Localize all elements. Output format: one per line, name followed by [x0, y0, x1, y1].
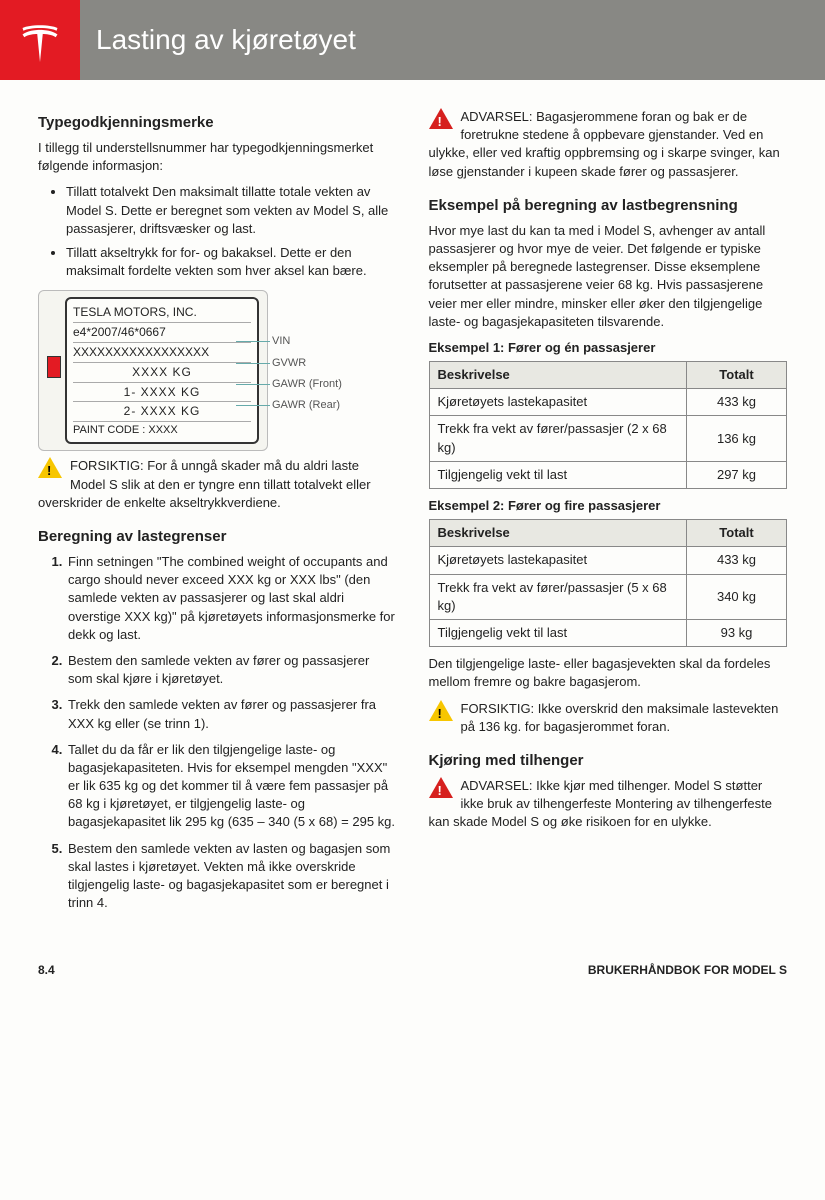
annot-gawr-front: GAWR (Front) — [272, 377, 342, 392]
page-number: 8.4 — [38, 962, 55, 979]
label-line-gawr-rear: 2- XXXX KG — [73, 402, 251, 422]
label-tesla-tag-icon — [47, 356, 61, 378]
step-2: Bestem den samlede vekten av fører og pa… — [66, 652, 397, 688]
warning-icon — [429, 777, 455, 801]
ex2-r1-total: 433 kg — [687, 547, 787, 574]
ex2-r2-total: 340 kg — [687, 574, 787, 619]
right-column: ADVARSEL: Bagasjerommene foran og bak er… — [429, 108, 788, 922]
ex1-r3-total: 297 kg — [687, 461, 787, 488]
ex2-r2-desc: Trekk fra vekt av fører/passasjer (5 x 6… — [429, 574, 687, 619]
th-description: Beskrivelse — [429, 520, 687, 547]
type-approval-intro: I tillegg til understellsnummer har type… — [38, 139, 397, 175]
page-footer: 8.4 BRUKERHÅNDBOK FOR MODEL S — [0, 932, 825, 1003]
step-4: Tallet du da får er lik den tilgjengelig… — [66, 741, 397, 832]
warning-trailer-text: ADVARSEL: Ikke kjør med tilhenger. Model… — [429, 778, 772, 829]
annot-gawr-rear: GAWR (Rear) — [272, 398, 342, 413]
example-calc-intro: Hvor mye last du kan ta med i Model S, a… — [429, 222, 788, 331]
section-heading-load-limits: Beregning av lastegrenser — [38, 526, 397, 547]
annot-gvwr: GVWR — [272, 356, 342, 371]
type-approval-bullets: Tillatt totalvekt Den maksimalt tillatte… — [38, 183, 397, 280]
warning-icon — [429, 108, 455, 132]
step-1: Finn setningen "The combined weight of o… — [66, 553, 397, 644]
caution-overload: FORSIKTIG: For å unngå skader må du aldr… — [38, 457, 397, 512]
load-limit-steps: Finn setningen "The combined weight of o… — [38, 553, 397, 912]
page-header: Lasting av kjøretøyet — [0, 0, 825, 80]
tesla-logo-icon — [0, 0, 80, 80]
th-description: Beskrivelse — [429, 362, 687, 389]
annot-vin: VIN — [272, 334, 342, 349]
label-annotations: VIN GVWR GAWR (Front) GAWR (Rear) — [272, 300, 342, 420]
title-bar: Lasting av kjøretøyet — [80, 0, 825, 80]
warning-loose-objects-text: ADVARSEL: Bagasjerommene foran og bak er… — [429, 109, 780, 179]
tesla-t-icon — [17, 17, 63, 63]
step-3: Trekk den samlede vekten av fører og pas… — [66, 696, 397, 732]
warning-loose-objects: ADVARSEL: Bagasjerommene foran og bak er… — [429, 108, 788, 181]
after-tables-note: Den tilgjengelige laste- eller bagasjeve… — [429, 655, 788, 691]
ex2-r3-desc: Tilgjengelig vekt til last — [429, 619, 687, 646]
ex1-r3-desc: Tilgjengelig vekt til last — [429, 461, 687, 488]
warning-trailer: ADVARSEL: Ikke kjør med tilhenger. Model… — [429, 777, 788, 832]
label-line-paint: PAINT CODE : XXXX — [73, 422, 251, 438]
caution-front-trunk-text: FORSIKTIG: Ikke overskrid den maksimale … — [461, 701, 779, 734]
bullet-gawr: Tillatt akseltrykk for for- og bakaksel.… — [66, 244, 397, 280]
caution-front-trunk: FORSIKTIG: Ikke overskrid den maksimale … — [429, 700, 788, 736]
section-heading-type-approval: Typegodkjenningsmerke — [38, 112, 397, 133]
label-line-approval: e4*2007/46*0667 — [73, 323, 251, 343]
bullet-gvwr: Tillatt totalvekt Den maksimalt tillatte… — [66, 183, 397, 238]
label-line-vin: XXXXXXXXXXXXXXXXX — [73, 343, 251, 363]
example1-table: Beskrivelse Totalt Kjøretøyets lastekapa… — [429, 361, 788, 489]
page-body: Typegodkjenningsmerke I tillegg til unde… — [0, 80, 825, 932]
caution-icon — [38, 457, 64, 481]
th-total: Totalt — [687, 520, 787, 547]
ex2-r1-desc: Kjøretøyets lastekapasitet — [429, 547, 687, 574]
ex1-r1-desc: Kjøretøyets lastekapasitet — [429, 389, 687, 416]
label-figure-wrap: TESLA MOTORS, INC. e4*2007/46*0667 XXXXX… — [38, 290, 397, 451]
example2-caption: Eksempel 2: Fører og fire passasjerer — [429, 497, 788, 515]
label-line-gawr-front: 1- XXXX KG — [73, 383, 251, 403]
th-total: Totalt — [687, 362, 787, 389]
example1-caption: Eksempel 1: Fører og én passasjerer — [429, 339, 788, 357]
caution-icon — [429, 700, 455, 724]
section-heading-example-calc: Eksempel på beregning av lastbegrensning — [429, 195, 788, 216]
caution-overload-text: FORSIKTIG: For å unngå skader må du aldr… — [38, 458, 371, 509]
page-title: Lasting av kjøretøyet — [96, 20, 356, 59]
ex1-r2-total: 136 kg — [687, 416, 787, 461]
label-line-gvwr: XXXX KG — [73, 363, 251, 383]
ex1-r2-desc: Trekk fra vekt av fører/passasjer (2 x 6… — [429, 416, 687, 461]
book-title: BRUKERHÅNDBOK FOR MODEL S — [588, 962, 787, 979]
step-5: Bestem den samlede vekten av lasten og b… — [66, 840, 397, 913]
section-heading-trailer: Kjøring med tilhenger — [429, 750, 788, 771]
label-line-company: TESLA MOTORS, INC. — [73, 303, 251, 323]
example2-table: Beskrivelse Totalt Kjøretøyets lastekapa… — [429, 519, 788, 647]
type-approval-label-figure: TESLA MOTORS, INC. e4*2007/46*0667 XXXXX… — [38, 290, 268, 451]
ex2-r3-total: 93 kg — [687, 619, 787, 646]
ex1-r1-total: 433 kg — [687, 389, 787, 416]
left-column: Typegodkjenningsmerke I tillegg til unde… — [38, 108, 397, 922]
